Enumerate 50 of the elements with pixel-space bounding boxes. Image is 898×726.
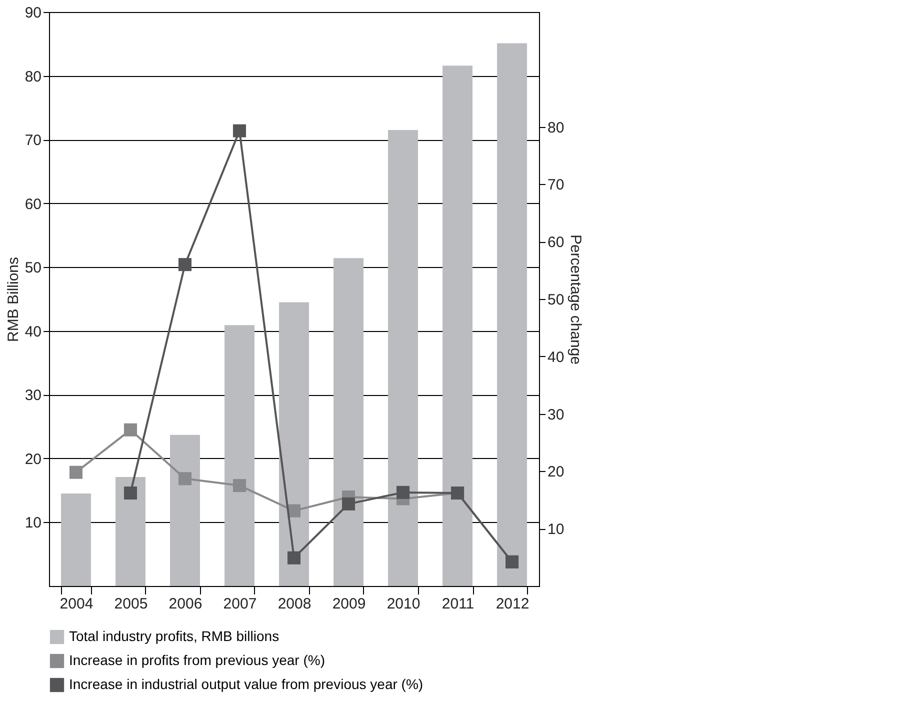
point [287,551,301,564]
x-tick-label: 2007 [223,596,257,612]
bar [115,476,146,586]
y-axis-title: RMB Billions [4,256,22,342]
legend-label: Increase in industrial output value from previous year (%) [69,676,424,692]
y2-tick-label: 10 [548,521,564,538]
legend-label: Total industry profits, RMB billions [69,628,280,644]
y-tick-label: 30 [24,387,42,404]
y2-tick-label: 60 [548,234,564,252]
bar [497,43,528,586]
y-tick-label: 90 [24,4,42,22]
x-tick-label: 2006 [168,596,202,612]
point [232,479,246,492]
x-tick-label: 2008 [278,596,312,612]
point [178,472,192,486]
point [178,258,192,272]
x-tick-label: 2010 [386,596,420,612]
bar [279,302,309,586]
y2-tick-label: 30 [548,406,564,424]
point [124,423,138,436]
x-tick-label: 2011 [442,596,474,612]
y2-tick-label: 70 [548,176,564,194]
bar [442,66,473,586]
point [69,466,82,479]
point [232,124,246,138]
y-tick-label: 20 [24,450,42,468]
y2-tick-label: 40 [548,348,564,366]
y2-tick-label: 80 [548,119,564,136]
x-tick-label: 2004 [60,596,94,612]
y-tick-label: 50 [24,260,42,277]
y2-tick-label: 20 [548,464,564,481]
point [342,497,356,510]
bar [334,258,364,586]
y-tick-label: 80 [24,68,42,86]
x-tick-label: 2005 [114,596,148,612]
x-tick-label: 2009 [332,596,366,612]
y2-axis-title: Percentage change [567,234,584,365]
y2-tick-label: 50 [548,292,564,308]
y-tick-label: 40 [24,323,42,340]
y-tick-label: 10 [24,514,42,532]
bar [388,130,418,586]
legend-label: Increase in profits from previous year (%) [69,652,325,668]
bar [60,494,91,586]
y-tick-label: 60 [24,196,42,213]
point [396,486,410,499]
bar [170,434,200,586]
bar [224,325,254,586]
x-tick-label: 2012 [496,596,530,612]
y-tick-label: 70 [24,132,42,150]
point [124,486,138,500]
